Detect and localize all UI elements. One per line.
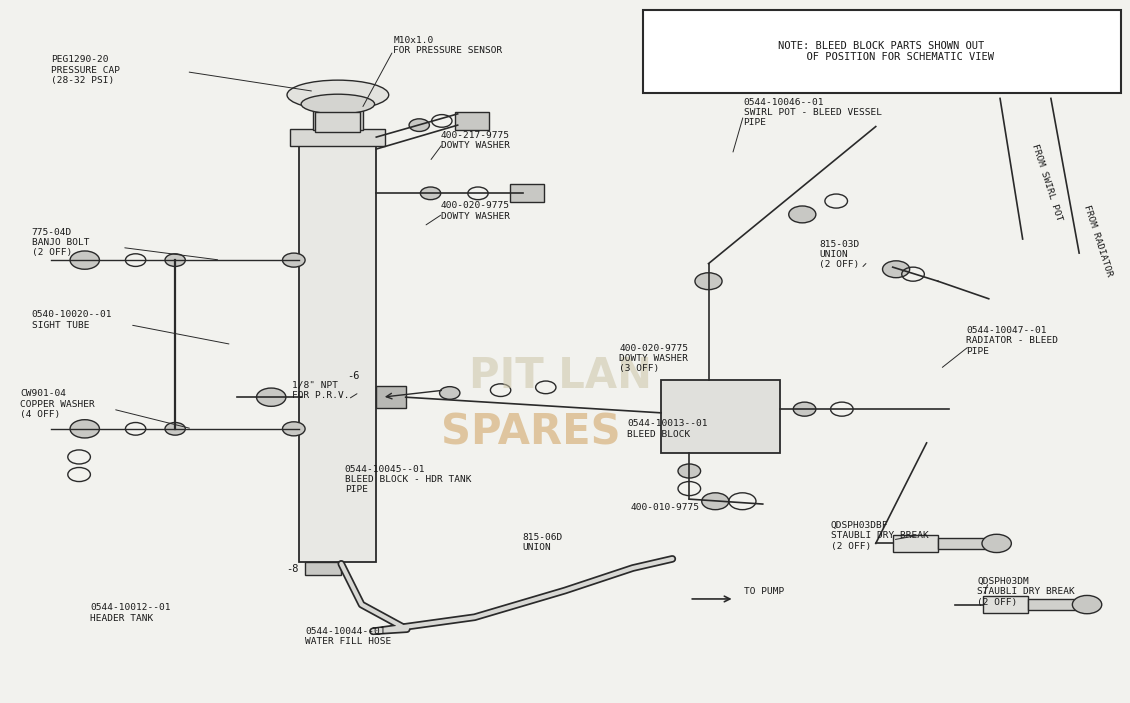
Bar — [983, 596, 1028, 613]
Circle shape — [282, 253, 305, 267]
Circle shape — [282, 422, 305, 436]
Text: PEG1290-20
PRESSURE CAP
(28-32 PSI): PEG1290-20 PRESSURE CAP (28-32 PSI) — [51, 56, 120, 85]
Text: NOTE: BLEED BLOCK PARTS SHOWN OUT
      OF POSITION FOR SCHEMATIC VIEW: NOTE: BLEED BLOCK PARTS SHOWN OUT OF POS… — [768, 41, 994, 62]
Text: QDSPH03DM
STAUBLI DRY BREAK
(2 OFF): QDSPH03DM STAUBLI DRY BREAK (2 OFF) — [977, 577, 1076, 607]
FancyBboxPatch shape — [643, 10, 1121, 93]
Circle shape — [1072, 595, 1102, 614]
Ellipse shape — [287, 80, 389, 110]
Text: M10x1.0
FOR PRESSURE SENSOR: M10x1.0 FOR PRESSURE SENSOR — [393, 36, 503, 56]
Text: FROM SWIRL POT: FROM SWIRL POT — [1031, 143, 1064, 222]
Text: 815-06D
UNION: 815-06D UNION — [522, 533, 563, 553]
Text: -6: -6 — [347, 371, 359, 381]
Bar — [455, 112, 489, 130]
Text: 0544-10046--01
SWIRL POT - BLEED VESSEL
PIPE: 0544-10046--01 SWIRL POT - BLEED VESSEL … — [744, 98, 881, 127]
Bar — [299, 141, 376, 562]
Circle shape — [165, 254, 185, 266]
Circle shape — [420, 187, 441, 200]
Circle shape — [257, 388, 286, 406]
Circle shape — [702, 493, 729, 510]
Text: PIT LAN: PIT LAN — [469, 355, 652, 397]
Text: 815-03D
UNION
(2 OFF): 815-03D UNION (2 OFF) — [819, 240, 860, 269]
Bar — [305, 562, 341, 575]
Bar — [938, 538, 989, 549]
Circle shape — [695, 273, 722, 290]
Text: 400-020-9775
DOWTY WASHER
(3 OFF): 400-020-9775 DOWTY WASHER (3 OFF) — [619, 344, 688, 373]
Circle shape — [70, 420, 99, 438]
Bar — [313, 110, 363, 130]
Circle shape — [409, 119, 429, 131]
Circle shape — [982, 534, 1011, 553]
Text: -8: -8 — [286, 565, 298, 574]
Circle shape — [165, 423, 185, 435]
Bar — [661, 380, 780, 453]
Bar — [510, 184, 544, 202]
Circle shape — [440, 387, 460, 399]
Circle shape — [70, 251, 99, 269]
Text: 0544-10047--01
RADIATOR - BLEED
PIPE: 0544-10047--01 RADIATOR - BLEED PIPE — [966, 326, 1058, 356]
Bar — [315, 112, 360, 132]
Circle shape — [789, 206, 816, 223]
Text: TO PUMP: TO PUMP — [744, 588, 784, 596]
Circle shape — [793, 402, 816, 416]
Text: 400-010-9775: 400-010-9775 — [631, 503, 699, 512]
Bar — [290, 129, 385, 146]
Bar — [893, 535, 938, 552]
Text: 0544-10013--01
BLEED BLOCK: 0544-10013--01 BLEED BLOCK — [627, 419, 707, 439]
Circle shape — [883, 261, 910, 278]
Text: FROM RADIATOR: FROM RADIATOR — [1083, 203, 1114, 278]
Text: SPARES: SPARES — [441, 411, 620, 453]
Text: CW901-04
COPPER WASHER
(4 OFF): CW901-04 COPPER WASHER (4 OFF) — [20, 389, 95, 419]
Text: 1/8" NPT
FOR P.R.V.: 1/8" NPT FOR P.R.V. — [292, 380, 349, 400]
Text: 775-04D
BANJO BOLT
(2 OFF): 775-04D BANJO BOLT (2 OFF) — [32, 228, 89, 257]
Text: 0544-10012--01
HEADER TANK: 0544-10012--01 HEADER TANK — [90, 603, 171, 623]
Text: QDSPH03DBF
STAUBLI DRY BREAK
(2 OFF): QDSPH03DBF STAUBLI DRY BREAK (2 OFF) — [831, 521, 929, 550]
Text: 0544-10045--01
BLEED BLOCK - HDR TANK
PIPE: 0544-10045--01 BLEED BLOCK - HDR TANK PI… — [345, 465, 471, 494]
Text: 400-217-9775
DOWTY WASHER: 400-217-9775 DOWTY WASHER — [441, 131, 510, 150]
Circle shape — [678, 464, 701, 478]
Text: 0544-10044--01
WATER FILL HOSE: 0544-10044--01 WATER FILL HOSE — [305, 626, 391, 646]
Text: 0540-10020--01
SIGHT TUBE: 0540-10020--01 SIGHT TUBE — [32, 310, 112, 330]
Text: 400-020-9775
DOWTY WASHER: 400-020-9775 DOWTY WASHER — [441, 201, 510, 221]
Ellipse shape — [301, 94, 375, 114]
Bar — [376, 386, 406, 408]
Bar — [1028, 599, 1079, 610]
